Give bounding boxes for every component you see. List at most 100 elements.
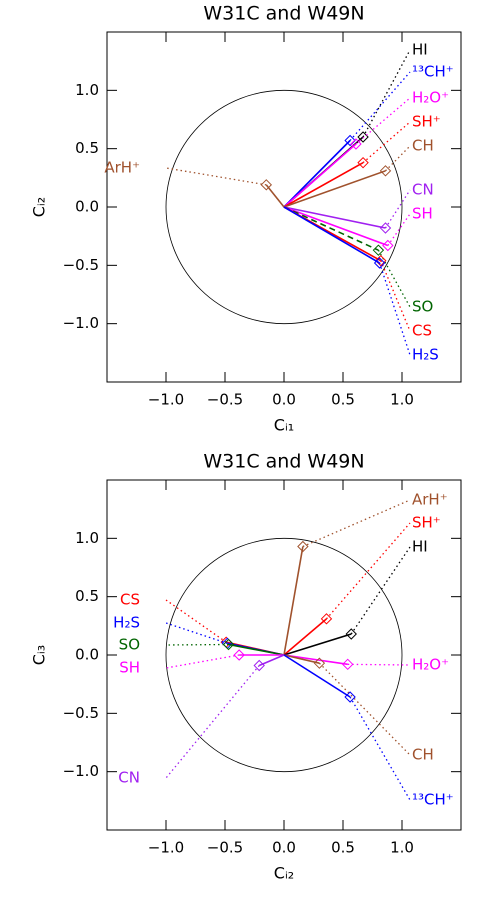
connector bbox=[349, 696, 411, 801]
vector bbox=[283, 618, 327, 656]
connector bbox=[165, 599, 227, 643]
connector bbox=[302, 499, 411, 548]
vector bbox=[283, 654, 320, 664]
vector bbox=[283, 206, 380, 264]
connector bbox=[362, 121, 411, 164]
series-label: SH bbox=[412, 205, 433, 223]
series-label: H₂S bbox=[113, 614, 140, 632]
x-tick-label: 0.5 bbox=[331, 391, 355, 409]
marker bbox=[342, 658, 354, 671]
connector bbox=[378, 262, 411, 356]
series-label: ArH⁺ bbox=[104, 159, 140, 177]
vector bbox=[283, 206, 389, 247]
marker bbox=[222, 638, 235, 651]
marker bbox=[253, 659, 265, 672]
vector bbox=[283, 546, 304, 656]
marker bbox=[345, 628, 357, 640]
series-label: SH⁺ bbox=[412, 514, 441, 532]
vector bbox=[283, 633, 352, 656]
connector bbox=[165, 654, 240, 669]
y-tick-label: −0.5 bbox=[63, 704, 99, 722]
unit-circle bbox=[165, 89, 403, 325]
series-label: SO bbox=[412, 298, 433, 316]
series-label: CS bbox=[120, 591, 140, 609]
y-axis-label: Cᵢ₃ bbox=[30, 645, 49, 665]
vector bbox=[283, 139, 351, 208]
y-tick-label: 0.5 bbox=[75, 139, 99, 157]
chart-title: W31C and W49N bbox=[203, 451, 364, 473]
connector bbox=[350, 546, 411, 635]
x-tick-label: −0.5 bbox=[207, 839, 243, 857]
series-label: H₂O⁺ bbox=[412, 89, 449, 107]
marker bbox=[344, 691, 356, 703]
y-tick-label: 0.5 bbox=[75, 587, 99, 605]
series-label: HI bbox=[412, 538, 428, 556]
connector bbox=[355, 97, 411, 145]
marker bbox=[313, 657, 326, 669]
connector bbox=[165, 167, 267, 186]
vector bbox=[265, 184, 285, 208]
series-label: SH bbox=[119, 659, 140, 677]
marker bbox=[260, 179, 273, 191]
marker bbox=[357, 156, 369, 169]
vector bbox=[283, 206, 379, 251]
series-label: CS bbox=[412, 322, 432, 340]
connector bbox=[165, 622, 228, 644]
chart-title: W31C and W49N bbox=[203, 3, 364, 25]
y-tick-label: 0.0 bbox=[75, 646, 99, 664]
x-tick-label: −1.0 bbox=[148, 391, 184, 409]
marker bbox=[375, 254, 387, 267]
vector bbox=[283, 654, 348, 666]
marker bbox=[350, 138, 362, 150]
unit-circle bbox=[165, 537, 403, 773]
y-tick-label: 1.0 bbox=[75, 81, 99, 99]
connector bbox=[318, 662, 411, 756]
y-axis-label: Cᵢ₂ bbox=[30, 197, 49, 217]
connector bbox=[377, 249, 411, 308]
connector bbox=[384, 189, 411, 229]
y-tick-label: −1.0 bbox=[63, 314, 99, 332]
marker bbox=[320, 613, 333, 625]
series-label: HI bbox=[412, 41, 428, 59]
vector bbox=[258, 654, 285, 667]
marker bbox=[233, 649, 245, 661]
connector bbox=[165, 665, 260, 779]
series-label: ¹³CH⁺ bbox=[412, 63, 454, 81]
series-label: H₂S bbox=[412, 346, 439, 364]
y-tick-label: 1.0 bbox=[75, 529, 99, 547]
x-tick-label: 1.0 bbox=[390, 391, 414, 409]
y-tick-label: −0.5 bbox=[63, 256, 99, 274]
connector bbox=[349, 71, 411, 141]
x-tick-label: 0.0 bbox=[272, 839, 296, 857]
x-tick-label: −1.0 bbox=[148, 839, 184, 857]
marker bbox=[379, 165, 392, 177]
series-label: SH⁺ bbox=[412, 113, 441, 131]
vector bbox=[283, 170, 386, 208]
x-tick-label: −0.5 bbox=[207, 391, 243, 409]
marker bbox=[382, 239, 394, 252]
x-axis-label: Cᵢ₂ bbox=[274, 864, 294, 883]
marker bbox=[297, 540, 309, 553]
series-label: ArH⁺ bbox=[412, 491, 448, 509]
vector bbox=[283, 654, 351, 698]
series-label: SO bbox=[119, 636, 140, 654]
y-tick-label: 0.0 bbox=[75, 198, 99, 216]
connector bbox=[362, 49, 411, 138]
series-label: CN bbox=[412, 181, 434, 199]
vector bbox=[283, 161, 364, 208]
connector bbox=[385, 145, 411, 172]
vector bbox=[228, 643, 285, 656]
series-label: ¹³CH⁺ bbox=[412, 791, 454, 809]
marker bbox=[373, 257, 386, 269]
vector bbox=[283, 206, 386, 229]
marker bbox=[372, 244, 385, 256]
y-tick-label: −1.0 bbox=[63, 762, 99, 780]
vector bbox=[283, 143, 357, 208]
connector bbox=[387, 213, 411, 246]
series-label: CH bbox=[412, 746, 434, 764]
series-label: CH bbox=[412, 137, 434, 155]
connector bbox=[347, 663, 411, 666]
x-tick-label: 0.5 bbox=[331, 839, 355, 857]
x-axis-label: Cᵢ₁ bbox=[274, 416, 294, 435]
